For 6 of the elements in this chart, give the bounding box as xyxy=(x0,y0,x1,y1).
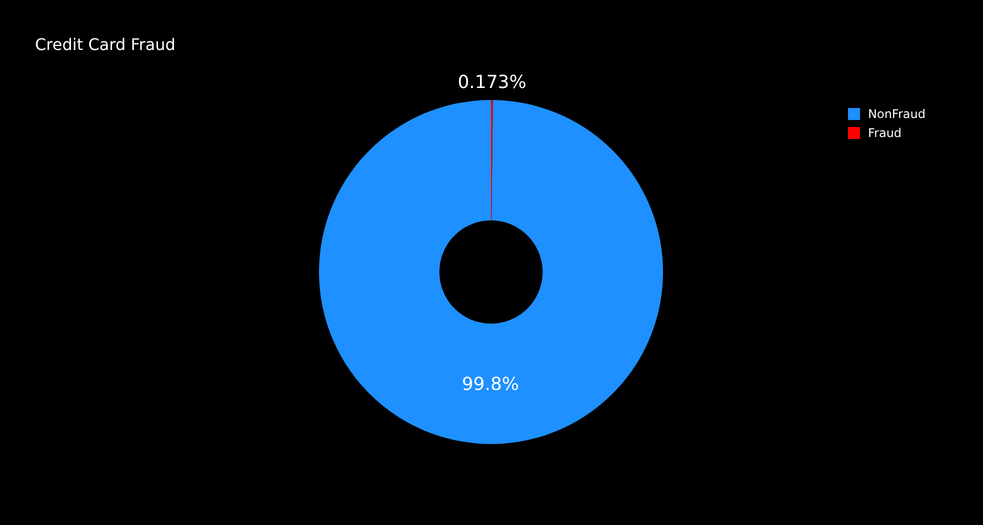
donut-slice xyxy=(319,100,663,444)
data-label: 99.8% xyxy=(462,374,519,396)
legend-label: NonFraud xyxy=(868,107,926,121)
data-label: 0.173% xyxy=(458,72,526,94)
legend-label: Fraud xyxy=(868,126,902,140)
text: Credit Card Fraud xyxy=(35,35,176,54)
